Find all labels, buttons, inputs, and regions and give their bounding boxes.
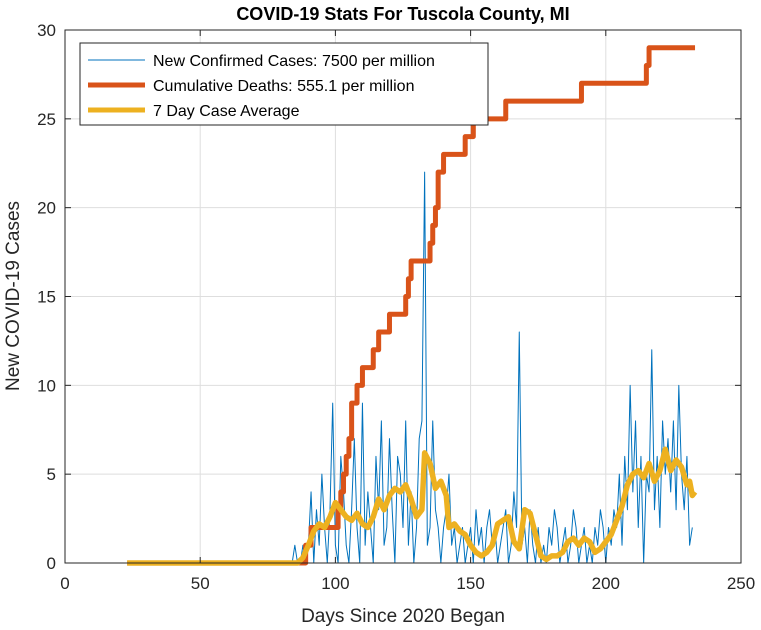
x-tick-label: 0 [60, 574, 69, 593]
x-tick-label: 150 [456, 574, 484, 593]
y-tick-label: 15 [37, 288, 56, 307]
x-axis-label: Days Since 2020 Began [301, 606, 505, 627]
ticks: 0 50 100 150 200 250 0 5 10 15 20 25 30 [37, 21, 755, 593]
x-tick-label: 100 [321, 574, 349, 593]
y-tick-label: 25 [37, 110, 56, 129]
y-tick-label: 10 [37, 376, 56, 395]
y-tick-label: 30 [37, 21, 56, 40]
series-7-day-average [127, 446, 698, 566]
y-tick-label: 5 [47, 465, 56, 484]
legend-label-average: 7 Day Case Average [153, 103, 300, 120]
legend: New Confirmed Cases: 7500 per million Cu… [79, 42, 489, 126]
x-tick-label: 200 [592, 574, 620, 593]
y-axis-label: New COVID-19 Cases [3, 201, 24, 391]
chart-title: COVID-19 Stats For Tuscola County, MI [236, 4, 569, 24]
y-tick-label: 20 [37, 199, 56, 218]
series-new-confirmed-cases [127, 171, 693, 564]
legend-box [79, 42, 489, 126]
y-tick-label: 0 [47, 554, 56, 573]
x-tick-label: 50 [191, 574, 210, 593]
legend-label-deaths: Cumulative Deaths: 555.1 per million [153, 78, 414, 95]
x-tick-label: 250 [727, 574, 755, 593]
legend-label-new-cases: New Confirmed Cases: 7500 per million [153, 53, 435, 70]
